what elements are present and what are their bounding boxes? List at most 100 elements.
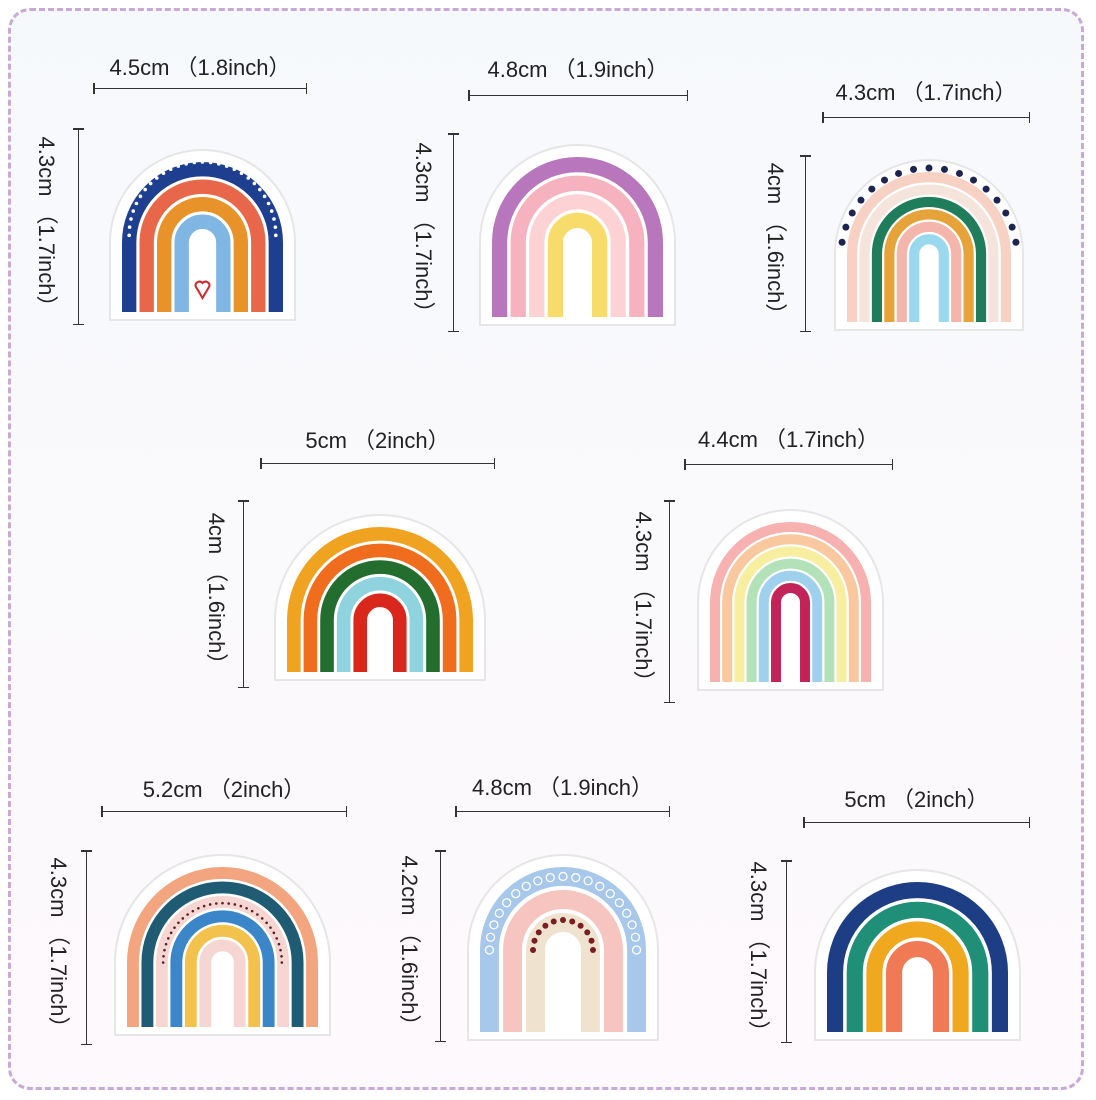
rainbow-7-height-line xyxy=(435,850,449,1042)
rainbow-6-dot xyxy=(227,902,231,905)
rainbow-1-dot xyxy=(273,225,278,229)
rainbow-6-height-line xyxy=(81,850,95,1045)
rainbow-7-width-label: 4.8cm （1.9inch） xyxy=(472,775,653,800)
rainbow-1-dot xyxy=(224,164,229,168)
rainbow-6-dot xyxy=(245,907,248,910)
rainbow-8-band-3 xyxy=(866,921,969,1032)
rainbow-6-dot xyxy=(186,913,189,916)
rainbow-3-scallop xyxy=(838,238,846,246)
rainbow-6-dot xyxy=(202,904,206,908)
rainbow-7-loop xyxy=(630,932,641,942)
rainbow-8-height-line xyxy=(781,860,795,1043)
rainbow-1-dot xyxy=(232,167,237,172)
rainbow-5-band-1 xyxy=(710,522,871,682)
rainbow-3-scallop xyxy=(881,176,889,184)
rainbow-6-dot xyxy=(181,917,185,920)
rainbow-1-dot xyxy=(127,233,131,238)
rainbow-7-heart-icon xyxy=(560,917,566,924)
rainbow-1-band-2 xyxy=(139,179,266,312)
rainbow-6-dot xyxy=(177,921,180,925)
rainbow-5-height-line xyxy=(664,500,678,703)
rainbow-7-width-line xyxy=(455,806,670,820)
rainbow-2-band-2 xyxy=(510,175,645,317)
rainbow-1-dot xyxy=(131,209,136,213)
rainbow-6-width-label: 5.2cm （2inch） xyxy=(142,777,306,802)
rainbow-1-dot xyxy=(129,217,133,221)
rainbow-8-band-2 xyxy=(846,901,989,1032)
rainbow-1-width-line xyxy=(93,83,307,97)
rainbow-3-scallop xyxy=(1002,209,1010,217)
rainbow-8-band-1 xyxy=(827,882,1009,1032)
rainbow-3-height-label: 4cm （1.6inch） xyxy=(763,162,788,325)
rainbow-7-loop xyxy=(583,876,593,886)
rainbow-6-dot xyxy=(163,948,166,952)
rainbow-1-band-4 xyxy=(174,214,231,312)
rainbow-6-dot xyxy=(280,954,283,958)
rainbow-1-dot xyxy=(143,187,147,192)
rainbow-6-dot xyxy=(221,901,224,905)
rainbow-2-sticker xyxy=(479,144,676,326)
rainbow-3-scallop xyxy=(848,209,856,217)
rainbow-1-band-1 xyxy=(122,162,283,312)
rainbow-7-loop xyxy=(622,908,632,918)
rainbow-7-loop xyxy=(494,908,504,918)
rainbow-7-loop xyxy=(484,945,495,955)
rainbow-4-band-4 xyxy=(336,576,424,672)
rainbow-6-dot xyxy=(169,931,173,935)
rainbow-7-loop xyxy=(614,898,624,908)
rainbow-2-band-1 xyxy=(492,157,663,317)
rainbow-7-loop xyxy=(627,920,637,930)
rainbow-1-dot xyxy=(134,201,139,206)
rainbow-1-band-3 xyxy=(157,197,248,312)
rainbow-6-band-1 xyxy=(127,867,318,1027)
rainbow-6-dot xyxy=(208,903,212,906)
rainbow-6-dot xyxy=(191,909,195,913)
rainbow-5-sticker xyxy=(697,509,884,691)
rainbow-6-dot xyxy=(173,926,176,929)
rainbow-7-loop xyxy=(605,889,615,899)
rainbow-6-dot xyxy=(280,961,284,964)
rainbow-5-band-5 xyxy=(758,570,823,682)
rainbow-6-dot xyxy=(197,907,200,910)
rainbow-2-band-4 xyxy=(547,212,608,317)
rainbow-6-band-3 xyxy=(155,895,290,1027)
rainbow-3-width-line xyxy=(822,112,1030,126)
rainbow-3-scallop xyxy=(1008,223,1016,231)
rainbow-3-band-1 xyxy=(846,172,1011,322)
rainbow-7-heart-icon xyxy=(530,947,537,953)
rainbow-1-dot xyxy=(239,171,244,176)
rainbow-6-dot xyxy=(161,961,165,964)
rainbow-7-heart-icon xyxy=(550,918,557,925)
rainbow-3-band-4 xyxy=(884,209,974,322)
rainbow-8-sticker xyxy=(814,869,1021,1041)
rainbow-3-band-5 xyxy=(896,221,962,322)
rainbow-7-loop xyxy=(511,889,521,899)
rainbow-1-height-line xyxy=(73,128,87,325)
rainbow-7-loop xyxy=(533,876,543,886)
rainbow-7-heart-icon xyxy=(589,947,596,953)
rainbow-7-height-label: 4.2cm （1.6inch） xyxy=(397,855,422,1037)
rainbow-1-dot xyxy=(154,176,159,180)
rainbow-3-band-3 xyxy=(871,196,987,322)
rainbow-6-height-label: 4.3cm （1.7inch） xyxy=(46,857,71,1038)
rainbow-3-sticker xyxy=(834,159,1024,331)
rainbow-7-loop xyxy=(521,881,531,891)
rainbow-6-dot xyxy=(167,937,170,940)
rainbow-3-height-line xyxy=(800,155,814,332)
rainbow-6-band-2 xyxy=(141,881,304,1027)
rainbow-5-band-2 xyxy=(722,534,859,682)
rainbow-3-scallop xyxy=(868,185,876,193)
rainbow-7-heart-icon xyxy=(588,937,595,944)
rainbow-6-dot xyxy=(214,902,218,905)
rainbow-8-band-4 xyxy=(886,941,949,1032)
rainbow-7-heart-icon xyxy=(542,922,549,929)
rainbow-3-scallop xyxy=(910,165,918,173)
rainbow-1-dot xyxy=(274,233,278,238)
rainbow-7-loop xyxy=(489,920,499,930)
rainbow-6-band-5 xyxy=(184,924,261,1027)
rainbow-7-band-2 xyxy=(503,890,623,1032)
rainbow-6-dot xyxy=(233,903,237,906)
rainbow-7-loop xyxy=(545,872,555,883)
rainbow-1-dot xyxy=(161,171,166,176)
rainbow-8-height-label: 4.3cm （1.7inch） xyxy=(746,861,771,1042)
